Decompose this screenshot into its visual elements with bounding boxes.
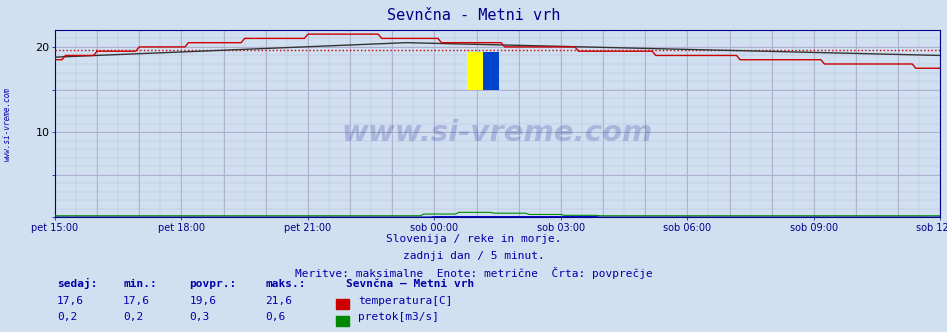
Text: maks.:: maks.: [265, 279, 306, 289]
Text: 0,2: 0,2 [123, 312, 143, 322]
Text: Sevnčna – Metni vrh: Sevnčna – Metni vrh [346, 279, 474, 289]
Text: Sevnčna - Metni vrh: Sevnčna - Metni vrh [386, 8, 561, 23]
Text: sedaj:: sedaj: [57, 278, 98, 289]
Text: Slovenija / reke in morje.: Slovenija / reke in morje. [385, 234, 562, 244]
Text: temperatura[C]: temperatura[C] [358, 296, 453, 306]
Text: 19,6: 19,6 [189, 296, 217, 306]
Text: pretok[m3/s]: pretok[m3/s] [358, 312, 439, 322]
Text: 0,2: 0,2 [57, 312, 77, 322]
FancyBboxPatch shape [467, 52, 483, 90]
Text: zadnji dan / 5 minut.: zadnji dan / 5 minut. [402, 251, 545, 261]
Text: 17,6: 17,6 [57, 296, 84, 306]
Text: Meritve: maksimalne  Enotе: metrične  Črta: povprečje: Meritve: maksimalne Enotе: metrične Črta… [295, 267, 652, 279]
Text: 17,6: 17,6 [123, 296, 151, 306]
Text: www.si-vreme.com: www.si-vreme.com [3, 87, 12, 161]
Text: 0,6: 0,6 [265, 312, 285, 322]
FancyBboxPatch shape [483, 52, 498, 90]
Text: min.:: min.: [123, 279, 157, 289]
Text: www.si-vreme.com: www.si-vreme.com [342, 119, 653, 147]
Text: povpr.:: povpr.: [189, 279, 237, 289]
Text: 21,6: 21,6 [265, 296, 293, 306]
Text: 0,3: 0,3 [189, 312, 209, 322]
